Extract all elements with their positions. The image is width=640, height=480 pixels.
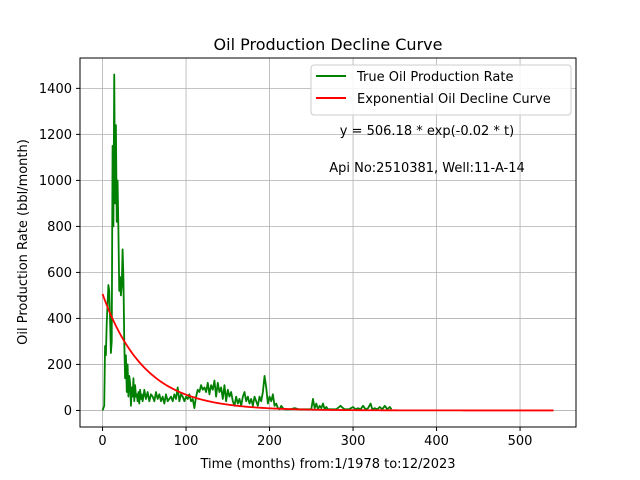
well-annotation: Api No:2510381, Well:11-A-14 bbox=[329, 161, 525, 176]
y-tick-label: 1400 bbox=[39, 82, 72, 97]
y-tick-label: 1000 bbox=[39, 174, 72, 189]
x-tick-label: 100 bbox=[174, 434, 199, 449]
x-axis-label: Time (months) from:1/1978 to:12/2023 bbox=[199, 457, 455, 472]
y-tick-label: 1200 bbox=[39, 128, 72, 143]
y-tick-label: 800 bbox=[47, 220, 72, 235]
y-tick-label: 400 bbox=[47, 312, 72, 327]
series-line-decline-curve bbox=[101, 293, 554, 412]
y-tick-label: 600 bbox=[47, 266, 72, 281]
equation-annotation: y = 506.18 * exp(-0.02 * t) bbox=[340, 124, 514, 139]
axis-ticks: 0 100 200 300 400 500 0 200 400 600 800 1000 1200 140… bbox=[39, 82, 533, 449]
x-tick-label: 500 bbox=[508, 434, 533, 449]
y-axis-label: Oil Production Rate (bbl/month) bbox=[16, 139, 31, 345]
plot-frame bbox=[79, 57, 577, 428]
series-layer bbox=[101, 73, 554, 412]
y-tick-label: 0 bbox=[64, 404, 72, 419]
x-tick-label: 200 bbox=[257, 434, 282, 449]
x-tick-label: 400 bbox=[424, 434, 449, 449]
chart-title: Oil Production Decline Curve bbox=[214, 35, 443, 54]
legend-label-true-rate: True Oil Production Rate bbox=[356, 70, 513, 85]
x-tick-label: 300 bbox=[341, 434, 366, 449]
legend-label-decline-curve: Exponential Oil Decline Curve bbox=[357, 92, 551, 107]
legend: True Oil Production Rate Exponential Oil… bbox=[310, 64, 572, 116]
legend-box bbox=[310, 64, 572, 116]
x-tick-label: 0 bbox=[98, 434, 106, 449]
y-tick-label: 200 bbox=[47, 358, 72, 373]
